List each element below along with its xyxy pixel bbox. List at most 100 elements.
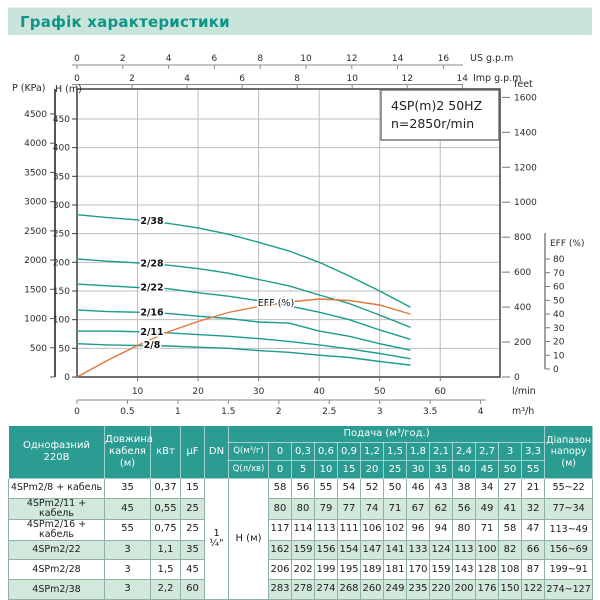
curve-label-2-16: 2/16 (140, 307, 164, 318)
eff-tick-label: 0 (553, 365, 559, 375)
q-lmin-value: 20 (360, 460, 384, 479)
imp-axis-title: Imp g.p.m (473, 73, 521, 84)
p-tick-label: 4500 (24, 110, 47, 120)
head-value: 82 (498, 539, 522, 561)
imp-tick-label: 6 (239, 74, 245, 84)
pump-model: 4SPm2/11 + кабель (8, 497, 105, 520)
lmin-tick-label: 60 (435, 387, 447, 397)
head-value: 113 (314, 518, 338, 541)
col-header-phase: Однофазний 220В (8, 425, 105, 479)
kw-value: 0,75 (150, 518, 181, 541)
head-value: 77 (337, 497, 361, 520)
h-tick-label: 100 (53, 316, 70, 326)
head-value: 50 (383, 478, 407, 499)
q-m3-value: 3 (498, 442, 522, 461)
pump-model: 4SPm2/28 (8, 559, 105, 581)
table-row: 4SPm2/8 + кабель 35 0,37 15 1 ¼" H (м) 58 56 55 5… (8, 477, 594, 600)
head-value: 96 (406, 518, 430, 541)
eff-curve-label: EFF (%) (258, 298, 294, 309)
head-value: 106 (360, 518, 384, 541)
head-value: 128 (475, 559, 499, 581)
head-value: 249 (383, 579, 407, 600)
head-value: 38 (452, 478, 476, 499)
us-tick-label: 16 (438, 54, 450, 64)
h-tick-label: 200 (53, 258, 70, 268)
p-tick-label: 4000 (24, 139, 47, 149)
head-value: 87 (520, 559, 546, 581)
h-tick-label: 50 (59, 344, 71, 354)
curve-2-38 (76, 213, 411, 308)
m3h-tick-label: 2.5 (322, 407, 336, 417)
head-value: 141 (383, 539, 407, 561)
curve-2-8 (76, 343, 411, 366)
head-range-value: 274~127 (544, 579, 594, 600)
curve-label-2-8: 2/8 (144, 340, 161, 351)
head-value: 79 (314, 497, 338, 520)
model-box (380, 89, 500, 141)
head-value: 62 (429, 497, 453, 520)
table-row: 4SPm2/22 3 1,1 35 162 159 156 154 147 141 133 124 11… (8, 539, 594, 561)
curve-label-2-11: 2/11 (140, 327, 163, 338)
pump-model: 4SPm2/22 (8, 539, 105, 561)
q-m3-value: 1,8 (406, 442, 430, 461)
curve-label-2-22: 2/22 (140, 283, 163, 294)
imp-tick-label: 0 (74, 74, 80, 84)
q-m3-value: 3,3 (520, 442, 546, 461)
col-header-dn: DN (204, 425, 229, 479)
head-value: 54 (337, 478, 361, 499)
us-tick-label: 0 (74, 54, 80, 64)
q-m3-value: 0 (268, 442, 292, 461)
kw-value: 1,5 (150, 559, 181, 581)
q-lmin-value: 35 (429, 460, 453, 479)
curve-label-2-28: 2/28 (140, 258, 164, 269)
m3h-tick-label: 1.5 (221, 407, 235, 417)
q-lmin-value: 0 (268, 460, 292, 479)
q-lmin-value: 55 (520, 460, 546, 479)
head-value: 170 (406, 559, 430, 581)
head-value: 278 (291, 579, 315, 600)
head-value: 124 (429, 539, 453, 561)
lmin-tick-label: 40 (313, 387, 325, 397)
head-value: 260 (360, 579, 384, 600)
head-value: 235 (406, 579, 430, 600)
q-m3-value: 2,4 (452, 442, 476, 461)
head-value: 80 (452, 518, 476, 541)
h-tick-label: 0 (64, 373, 70, 383)
q-m3-value: 2,7 (475, 442, 499, 461)
us-tick-label: 12 (346, 54, 357, 64)
head-value: 43 (429, 478, 453, 499)
head-value: 66 (520, 539, 546, 561)
pump-model: 4SPm2/38 (8, 579, 105, 600)
head-value: 202 (291, 559, 315, 581)
eff-tick-label: 70 (553, 269, 565, 279)
head-value: 47 (520, 518, 546, 541)
h-axis-title: H (m) (55, 84, 82, 95)
head-value: 162 (268, 539, 292, 561)
q-m3-value: 1,2 (360, 442, 384, 461)
q-m3-value: 0,6 (314, 442, 338, 461)
cable-length-value: 55 (104, 518, 151, 541)
h-tick-label: 350 (53, 172, 70, 182)
head-value: 100 (475, 539, 499, 561)
curve-2-28 (76, 258, 411, 328)
p-axis-title: P (KPa) (12, 83, 46, 94)
head-value: 108 (498, 559, 522, 581)
eff-tick-label: 30 (553, 324, 565, 334)
q-lmin-value: 50 (498, 460, 522, 479)
head-range-value: 77~34 (544, 497, 594, 520)
eff-tick-label: 50 (553, 296, 565, 306)
q-lmin-value: 30 (406, 460, 430, 479)
feet-axis-title: feet (514, 79, 533, 90)
curve-efficiency (76, 298, 411, 378)
m3h-tick-label: 1 (175, 407, 181, 417)
lmin-tick-label: 50 (374, 387, 386, 397)
m3h-tick-label: 4 (478, 407, 484, 417)
head-value: 34 (475, 478, 499, 499)
lmin-tick-label: 30 (253, 387, 265, 397)
p-tick-label: 1000 (24, 315, 47, 325)
table-row: 4SPm2/28 3 1,5 45 206 202 199 195 189 181 170 159 14… (8, 559, 594, 581)
m3h-tick-label: 2 (276, 407, 282, 417)
head-value: 114 (291, 518, 315, 541)
head-value: 143 (452, 559, 476, 581)
head-value: 67 (406, 497, 430, 520)
